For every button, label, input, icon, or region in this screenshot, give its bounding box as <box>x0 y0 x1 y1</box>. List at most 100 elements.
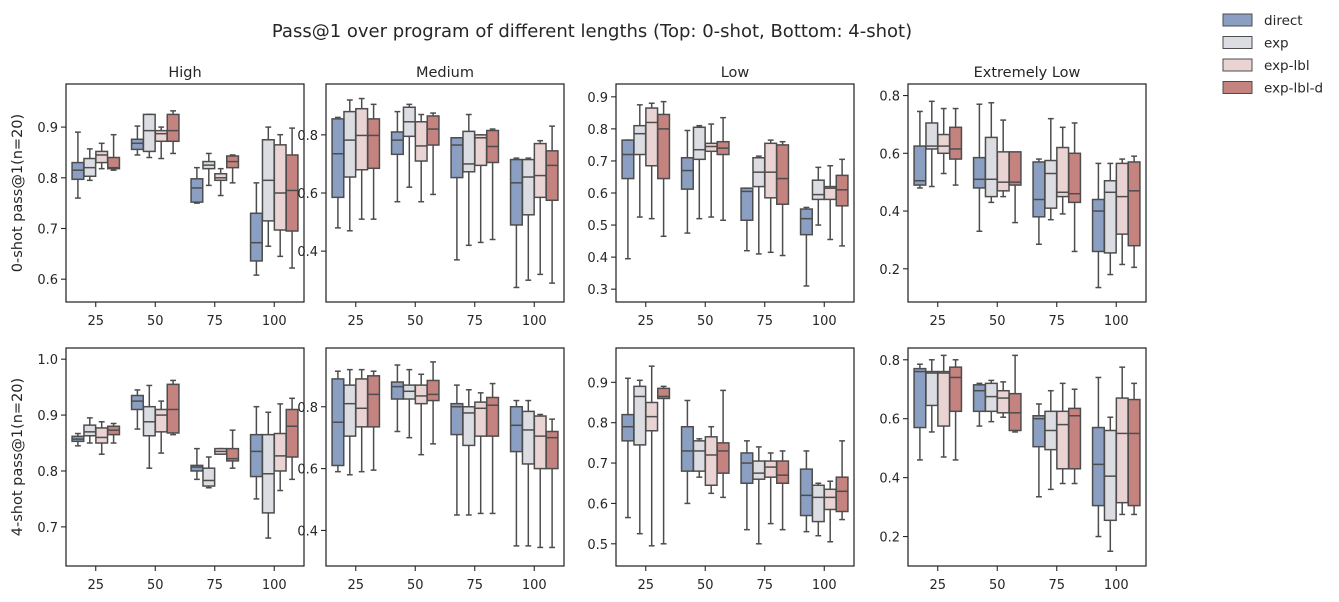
box-body <box>285 154 299 232</box>
legend-swatch <box>1222 58 1253 72</box>
box-exp-25 <box>925 100 939 188</box>
y-axis-label: 4-shot pass@1(n=20) <box>10 378 26 536</box>
legend-label: exp <box>1264 36 1289 52</box>
box-body <box>130 138 144 151</box>
box-body <box>972 384 986 413</box>
box-exp-50 <box>142 113 156 159</box>
box-body <box>645 107 659 167</box>
y-tick-label: 0.4 <box>297 245 318 260</box>
box-body <box>402 384 416 400</box>
panel-7: 0.5 0.6 0.7 0.8 0.9 25 50 75 100 <box>587 347 855 593</box>
box-body <box>367 118 381 170</box>
box-exp-lbl-d-100 <box>1127 382 1141 516</box>
box-exp-lbl-d-50 <box>1008 354 1022 433</box>
x-tick-label: 50 <box>407 314 424 329</box>
box-body <box>633 124 647 156</box>
legend-label: exp-lbl-d <box>1264 81 1323 97</box>
box-body <box>474 401 488 437</box>
box-body <box>509 158 523 226</box>
box-exp-25 <box>83 148 97 182</box>
panel-4: 0.2 0.4 0.6 0.8 25 50 75 100 Extremely Low <box>879 65 1147 329</box>
box-body <box>657 387 671 400</box>
box-direct-25 <box>331 116 345 229</box>
box-body <box>71 161 85 181</box>
box-exp-lbl-d-25 <box>367 370 381 471</box>
box-body <box>1115 162 1129 235</box>
x-tick-label: 75 <box>1048 578 1065 593</box>
box-body <box>680 156 694 190</box>
axes-frame <box>65 83 305 303</box>
panel-6: 0.4 0.6 0.8 25 50 75 100 <box>297 347 565 593</box>
box-exp-100 <box>811 482 825 537</box>
box-body <box>486 396 500 437</box>
box-exp-lbl-25 <box>937 354 951 458</box>
box-body <box>273 432 287 472</box>
box-exp-lbl-d-25 <box>949 359 963 461</box>
y-tick-label: 0.7 <box>587 457 608 472</box>
box-exp-lbl-75 <box>1056 126 1070 215</box>
box-exp-lbl-75 <box>764 139 778 254</box>
x-tick-label: 25 <box>87 314 104 329</box>
x-tick-label: 75 <box>206 314 223 329</box>
box-exp-lbl-75 <box>474 134 488 244</box>
box-body <box>355 378 369 428</box>
box-body <box>367 375 381 428</box>
axes-frame <box>325 347 565 567</box>
box-body <box>692 440 706 472</box>
axes-frame <box>907 347 1147 567</box>
box-body <box>937 370 951 427</box>
box-exp-lbl-25 <box>95 142 109 170</box>
box-exp-lbl-d-25 <box>949 107 963 186</box>
x-tick-label: 25 <box>637 314 654 329</box>
panel-1: 0.6 0.7 0.8 0.9 25 50 75 100 High 0-shot pass@1(n… <box>10 65 305 329</box>
box-body <box>740 187 754 221</box>
box-body <box>533 415 547 470</box>
figure-title: Pass@1 over program of different lengths… <box>272 21 912 42</box>
box-exp-lbl-d-100 <box>835 440 849 521</box>
y-tick-label: 0.4 <box>297 524 318 539</box>
box-body <box>996 151 1010 192</box>
box-direct-50 <box>390 110 404 203</box>
box-body <box>273 144 287 231</box>
box-exp-lbl-d-100 <box>545 125 559 284</box>
x-tick-label: 100 <box>812 314 837 329</box>
y-axis-label: 0-shot pass@1(n=20) <box>10 114 26 272</box>
box-body <box>474 134 488 167</box>
box-exp-lbl-d-75 <box>1068 388 1082 485</box>
box-body <box>1008 151 1022 186</box>
box-body <box>949 126 963 160</box>
y-tick-label: 0.6 <box>587 187 608 202</box>
box-exp-lbl-50 <box>704 123 718 218</box>
y-tick-label: 0.4 <box>587 251 608 266</box>
box-body <box>925 370 939 407</box>
box-exp-lbl-25 <box>95 421 109 455</box>
box-body <box>249 212 263 262</box>
legend-item-direct: direct <box>1222 13 1303 29</box>
box-body <box>190 464 204 472</box>
x-tick-label: 25 <box>637 578 654 593</box>
box-body <box>343 384 357 437</box>
box-direct-50 <box>680 129 694 234</box>
x-tick-label: 25 <box>87 578 104 593</box>
box-exp-lbl-50 <box>154 400 168 454</box>
box-body <box>996 389 1010 414</box>
box-exp-lbl-50 <box>996 119 1010 198</box>
y-tick-label: 0.8 <box>37 172 58 187</box>
box-body <box>107 156 121 170</box>
box-exp-lbl-50 <box>154 126 168 160</box>
box-body <box>704 142 718 153</box>
box-direct-25 <box>71 432 85 447</box>
box-body <box>1068 152 1082 204</box>
box-body <box>1127 161 1141 247</box>
y-tick-label: 0.8 <box>37 465 58 480</box>
box-body <box>764 460 778 478</box>
box-direct-50 <box>130 389 144 430</box>
y-tick-label: 0.8 <box>587 123 608 138</box>
box-direct-50 <box>680 399 694 505</box>
box-body <box>776 460 790 484</box>
panel-title: Extremely Low <box>974 65 1081 81</box>
box-exp-lbl-d-25 <box>367 103 381 220</box>
box-body <box>621 413 635 442</box>
box-exp-50 <box>402 103 416 188</box>
box-body <box>764 142 778 199</box>
